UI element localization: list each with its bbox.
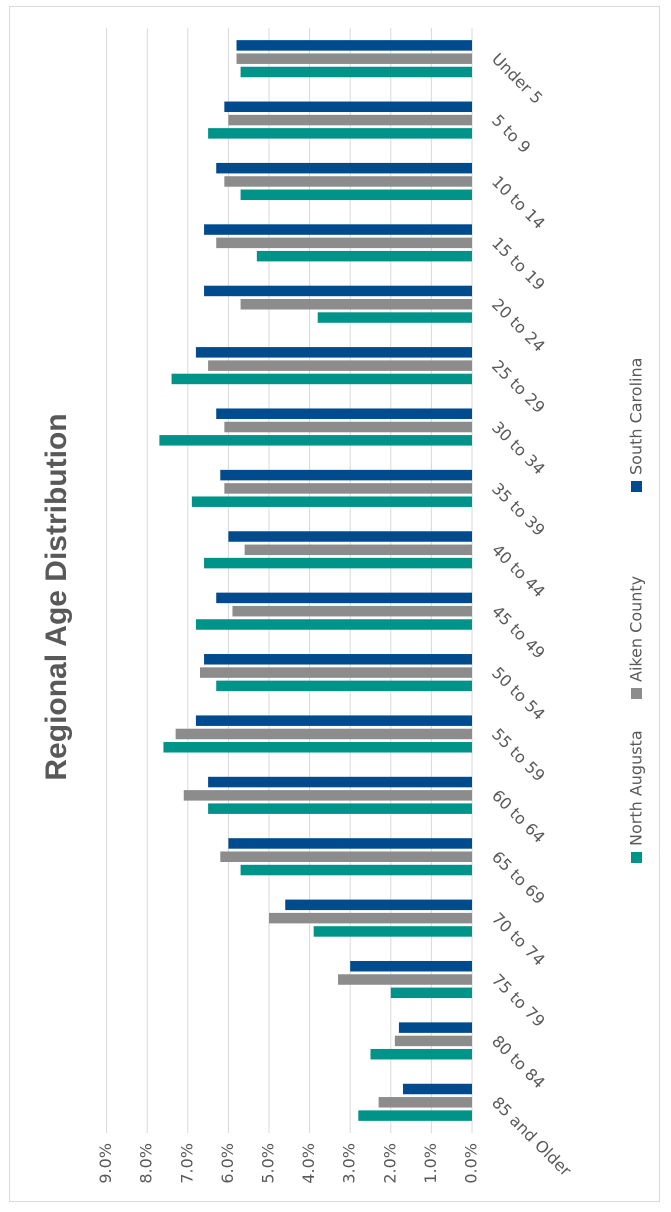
bar: [204, 285, 473, 297]
category-label: 65 to 69: [488, 847, 549, 908]
bar: [195, 619, 473, 630]
bar: [204, 557, 473, 569]
bar: [358, 1110, 472, 1121]
category-label: 10 to 14: [488, 172, 549, 233]
bar: [350, 960, 472, 972]
value-tick-label: 0.0%: [462, 1143, 481, 1184]
category-label: 35 to 39: [488, 479, 549, 540]
category-label: 30 to 34: [488, 418, 549, 479]
bar: [228, 114, 472, 126]
bar: [199, 667, 473, 678]
category-label: 70 to 74: [488, 909, 549, 970]
bar: [224, 176, 472, 187]
legend-swatch: [631, 688, 642, 699]
bar: [317, 312, 472, 323]
bar: [171, 373, 472, 385]
category-label: 55 to 59: [488, 725, 549, 786]
category-label: 60 to 64: [488, 786, 549, 847]
category-label: 50 to 54: [488, 663, 549, 724]
category-label: 5 to 9: [488, 111, 534, 157]
bar: [183, 790, 473, 801]
bar: [236, 40, 472, 51]
bar: [378, 1097, 472, 1108]
value-tick-label: 2.0%: [380, 1143, 399, 1184]
bar: [216, 162, 472, 174]
bar: [394, 1035, 472, 1047]
legend-swatch: [631, 852, 642, 863]
bar: [204, 224, 473, 235]
bar: [236, 53, 472, 64]
bar: [338, 974, 472, 985]
bar: [402, 1083, 472, 1095]
value-tick-label: 1.0%: [421, 1143, 440, 1184]
gridlines: [106, 28, 473, 1133]
category-label: 80 to 84: [488, 1031, 549, 1092]
bar: [228, 531, 472, 542]
legend-label: South Carolina: [627, 358, 646, 475]
bar: [224, 101, 472, 113]
bar: [216, 237, 472, 249]
bar: [216, 408, 472, 419]
value-axis-ticks: 0.0% 1.0% 2.0% 3.0% 4.0% 5.0% 6.0% 7.0% 8.0% 9.0%: [96, 1143, 480, 1184]
bar: [240, 299, 472, 310]
bar: [208, 776, 472, 788]
bar: [220, 469, 472, 481]
category-label: 25 to 29: [488, 356, 549, 417]
chart-title: Regional Age Distribution: [40, 413, 73, 780]
bar: [224, 483, 472, 494]
legend: North Augusta Aiken County South Carolina: [627, 358, 646, 863]
category-label: 45 to 49: [488, 602, 549, 663]
bars: [159, 40, 473, 1121]
category-label: 85 and Older: [488, 1093, 575, 1180]
bar: [191, 496, 473, 507]
category-label: 40 to 44: [488, 540, 549, 601]
category-label: 75 to 79: [488, 970, 549, 1031]
value-tick-label: 6.0%: [218, 1143, 237, 1184]
bar: [228, 838, 472, 849]
bar: [216, 680, 472, 692]
bar: [195, 347, 473, 358]
bar: [370, 1048, 472, 1060]
bar: [159, 435, 472, 446]
bar: [244, 544, 472, 556]
bar: [216, 592, 472, 604]
bar: [390, 987, 472, 999]
bar: [240, 66, 472, 78]
category-label: 20 to 24: [488, 295, 549, 356]
bar: [220, 851, 472, 862]
bar: [240, 189, 472, 201]
value-tick-label: 7.0%: [177, 1143, 196, 1184]
bar: [208, 803, 472, 814]
value-tick-label: 5.0%: [259, 1143, 278, 1184]
bar: [269, 912, 472, 924]
bar: [285, 899, 472, 911]
bar: [163, 742, 472, 753]
bar: [313, 926, 472, 937]
legend-label: Aiken County: [627, 576, 646, 682]
legend-label: North Augusta: [627, 730, 646, 846]
bar: [208, 128, 472, 139]
value-tick-label: 8.0%: [137, 1143, 156, 1184]
bar: [204, 654, 473, 665]
value-tick-label: 4.0%: [299, 1143, 318, 1184]
bar: [240, 864, 472, 876]
bar: [256, 250, 472, 262]
value-tick-label: 3.0%: [340, 1143, 359, 1184]
legend-swatch: [631, 481, 642, 492]
bar: [208, 360, 472, 371]
bar: [195, 715, 473, 726]
chart-frame: [9, 6, 660, 1202]
bar: [224, 421, 472, 433]
category-label: 15 to 19: [488, 233, 549, 294]
category-label: Under 5: [488, 49, 546, 107]
bar: [398, 1022, 472, 1033]
value-tick-label: 9.0%: [96, 1143, 115, 1184]
bar: [232, 605, 472, 617]
bar: [175, 728, 472, 740]
